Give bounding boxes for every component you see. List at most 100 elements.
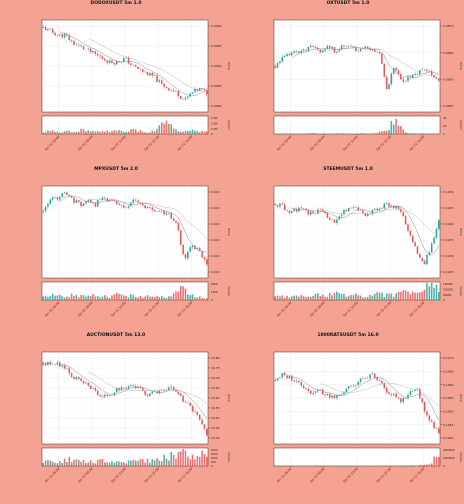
volume-bar <box>128 298 130 300</box>
volume-bar <box>341 294 343 300</box>
candle-body <box>410 391 412 395</box>
volume-bar <box>114 294 116 300</box>
x-tick-label: Apr 22 12:00 <box>110 135 127 152</box>
candle-body <box>305 388 307 389</box>
x-tick-label: Apr 22 09:00 <box>77 467 94 484</box>
candle-body <box>346 210 348 211</box>
volume-bar <box>438 292 440 300</box>
candle-body <box>293 51 295 52</box>
volume-bar <box>310 297 312 300</box>
volume-bar <box>308 297 310 300</box>
volume-bar <box>118 130 120 134</box>
volume-bar <box>59 133 61 134</box>
volume-bar <box>324 133 326 134</box>
candle-body <box>301 382 303 386</box>
candle-body <box>381 208 383 209</box>
volume-bar <box>410 133 412 134</box>
volume-bar <box>419 292 421 300</box>
candle-body <box>161 80 163 83</box>
price-tick-label: 0.0290 <box>211 64 222 68</box>
volume-bar <box>319 296 321 300</box>
volume-bar <box>398 292 400 300</box>
candle-body <box>282 57 284 61</box>
volume-bar <box>140 459 142 466</box>
x-tick-label: Apr 22 06:00 <box>44 135 61 152</box>
volume-tick-label: 0 <box>211 298 213 302</box>
candle-body <box>372 50 374 51</box>
volume-bar <box>393 125 395 134</box>
candle-body <box>426 255 428 264</box>
candle-body <box>90 49 92 53</box>
volume-bar <box>159 125 161 134</box>
volume-bar <box>168 124 170 134</box>
candle-body <box>92 388 94 389</box>
volume-bar <box>178 452 180 466</box>
candle-body <box>277 378 279 381</box>
candle-body <box>59 362 61 366</box>
volume-bar <box>144 296 146 300</box>
price-tick-label: 10.65 <box>211 386 220 390</box>
volume-bar <box>152 459 154 466</box>
price-tick-label: 0.0870 <box>443 24 454 28</box>
candle-body <box>133 385 135 386</box>
volume-bar <box>170 124 172 134</box>
volume-tick-label: 500 <box>211 460 216 464</box>
candle-body <box>312 211 314 213</box>
volume-bar <box>424 465 426 466</box>
volume-bar <box>170 296 172 300</box>
candle-body <box>277 63 279 68</box>
candle-body <box>274 204 276 205</box>
candle-body <box>338 216 340 219</box>
candle-body <box>187 96 189 97</box>
volume-bar <box>45 296 47 300</box>
volume-bar <box>282 295 284 300</box>
volume-bar <box>296 296 298 300</box>
price-tick-label: 0.1060 <box>443 383 454 387</box>
candle-body <box>178 392 180 394</box>
volume-bar <box>291 133 293 134</box>
volume-bar <box>412 292 414 300</box>
candle-body <box>336 219 338 222</box>
candle-body <box>114 63 116 64</box>
volume-bar <box>348 296 350 300</box>
candle-body <box>277 205 279 207</box>
volume-bar <box>381 131 383 134</box>
volume-bar <box>331 133 333 134</box>
candle-body <box>327 394 329 395</box>
volume-axis-label: Volume <box>459 452 463 462</box>
candle-body <box>159 80 161 82</box>
volume-axis-label: Volume <box>227 452 231 462</box>
candle-body <box>429 416 431 421</box>
candle-body <box>90 385 92 388</box>
volume-bar <box>142 298 144 300</box>
candle-body <box>341 214 343 216</box>
volume-axis-label: Volume <box>227 286 231 296</box>
volume-bar <box>99 132 101 134</box>
candle-body <box>348 386 350 388</box>
volume-bar <box>206 457 208 466</box>
candle-body <box>87 49 89 50</box>
x-tick-label: Apr 22 09:00 <box>309 301 326 318</box>
candle-body <box>102 396 104 397</box>
volume-bar <box>178 131 180 134</box>
x-tick-label: Apr 22 18:00 <box>176 467 193 484</box>
candle-body <box>42 363 44 365</box>
volume-bar <box>166 459 168 466</box>
volume-bar <box>90 131 92 134</box>
volume-bar <box>116 293 118 300</box>
volume-bar <box>338 293 340 300</box>
volume-bar <box>76 295 78 300</box>
candle-body <box>388 203 390 207</box>
candle-body <box>296 381 298 382</box>
volume-bar <box>414 293 416 300</box>
candle-body <box>61 193 63 197</box>
candle-body <box>128 206 130 208</box>
volume-bar <box>185 289 187 300</box>
volume-bar <box>182 449 184 466</box>
volume-bar <box>76 132 78 134</box>
candle-body <box>206 259 208 264</box>
volume-bar <box>50 296 52 300</box>
candle-body <box>201 88 203 89</box>
volume-bar <box>123 132 125 134</box>
volume-bar <box>315 294 317 300</box>
